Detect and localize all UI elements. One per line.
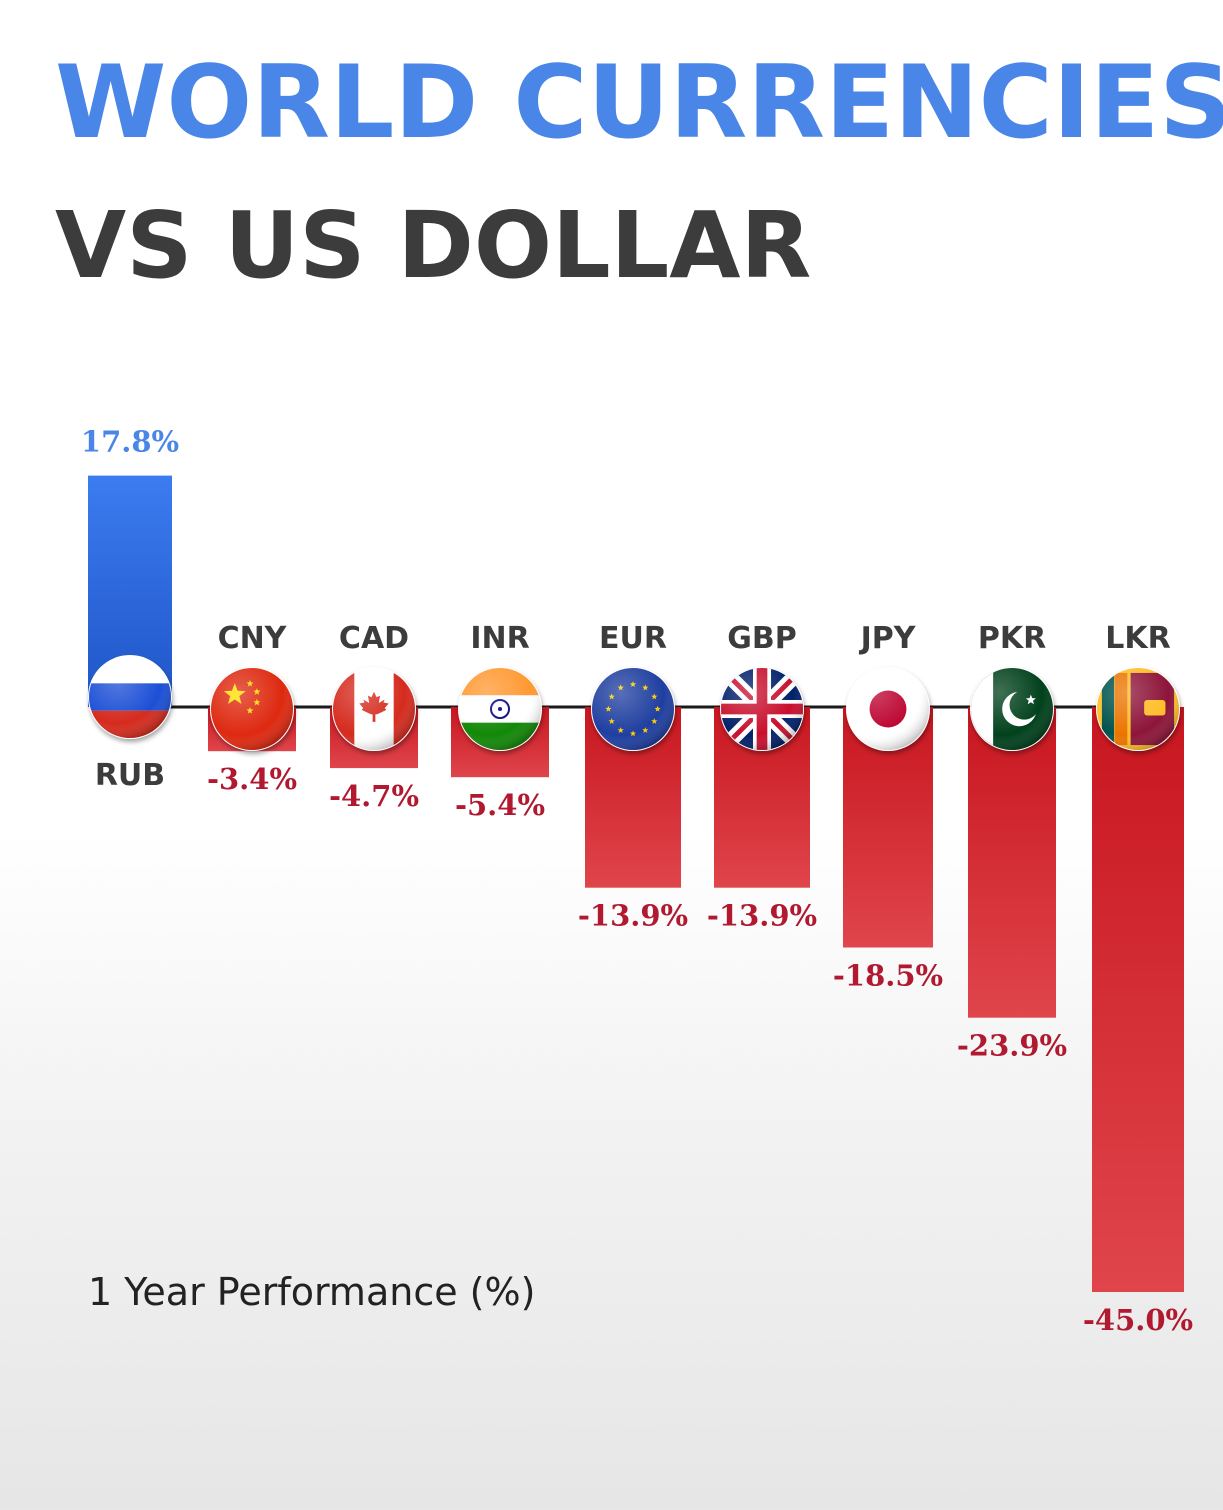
- bar-pkr: [968, 707, 1056, 1018]
- labels-layer: RUB 17.8% CNY -3.4% CAD -4.7% INR -5.4% EUR -13.9…: [81, 425, 1193, 1337]
- value-label-cad: -4.7%: [329, 779, 419, 813]
- eu-flag-icon: [591, 667, 675, 751]
- value-label-jpy: -18.5%: [833, 959, 943, 993]
- pakistan-flag-icon: [970, 667, 1054, 751]
- value-label-lkr: -45.0%: [1083, 1303, 1193, 1337]
- japan-flag-icon: [846, 667, 930, 751]
- category-label-cny: CNY: [218, 621, 288, 656]
- category-label-jpy: JPY: [859, 621, 917, 656]
- chart-footnote: 1 Year Performance (%): [88, 1270, 536, 1314]
- value-label-eur: -13.9%: [578, 899, 688, 933]
- category-label-cad: CAD: [339, 621, 409, 656]
- value-label-pkr: -23.9%: [957, 1029, 1067, 1063]
- chart-subtitle: VS US DOLLAR: [55, 192, 812, 299]
- chart-title: WORLD CURRENCIES: [55, 43, 1223, 161]
- uk-flag-icon: [720, 667, 804, 751]
- india-flag-icon: [458, 667, 542, 751]
- value-label-gbp: -13.9%: [707, 899, 817, 933]
- category-label-lkr: LKR: [1105, 621, 1170, 656]
- russia-flag-icon: [88, 655, 172, 739]
- category-label-inr: INR: [470, 621, 529, 656]
- sri-lanka-flag-icon: [1096, 667, 1180, 751]
- value-label-cny: -3.4%: [207, 762, 297, 796]
- category-label-gbp: GBP: [727, 621, 796, 656]
- category-label-eur: EUR: [599, 621, 667, 656]
- category-label-pkr: PKR: [978, 621, 1046, 656]
- canada-flag-icon: [332, 667, 416, 751]
- value-label-inr: -5.4%: [455, 788, 545, 822]
- bars-layer: [88, 475, 1184, 1292]
- bar-lkr: [1092, 707, 1184, 1292]
- value-label-rub: 17.8%: [81, 425, 179, 459]
- china-flag-icon: [210, 667, 294, 751]
- category-label-rub: RUB: [95, 758, 165, 793]
